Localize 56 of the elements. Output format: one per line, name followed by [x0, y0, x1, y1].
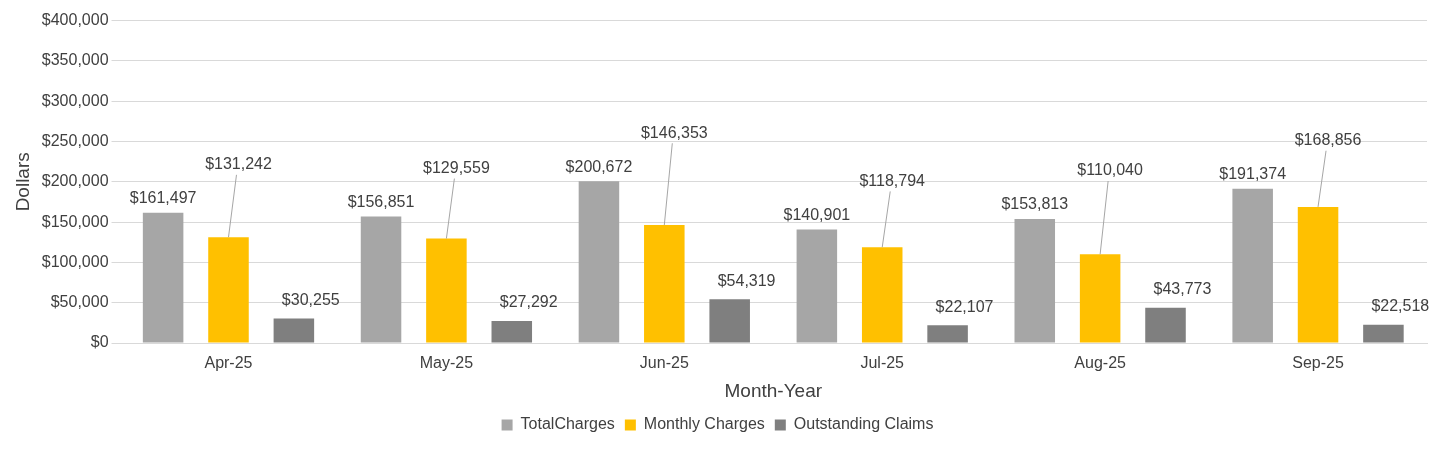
data-label: $200,672 — [565, 157, 633, 175]
bar — [1297, 206, 1339, 343]
data-label: $22,518 — [1371, 297, 1430, 315]
legend-label: Outstanding Claims — [793, 415, 934, 433]
bar — [273, 318, 315, 343]
legend-label: TotalCharges — [520, 415, 615, 433]
bar — [1232, 188, 1273, 343]
y-tick-label: $400,000 — [41, 11, 109, 29]
bar — [927, 325, 968, 343]
bar — [491, 321, 533, 343]
x-axis-title: Month-Year — [724, 379, 823, 401]
bar — [796, 229, 838, 343]
bar — [208, 237, 249, 343]
data-label: $131,242 — [205, 155, 272, 173]
data-label: $168,856 — [1294, 131, 1362, 149]
y-tick-label: $350,000 — [41, 51, 109, 69]
bar — [861, 247, 903, 343]
bar — [1079, 254, 1121, 343]
data-label: $118,794 — [859, 171, 926, 189]
data-label: $27,292 — [499, 293, 558, 311]
data-label: $153,813 — [1001, 195, 1069, 213]
bar — [578, 181, 620, 343]
legend-label: Monthly Charges — [643, 415, 765, 433]
y-tick-label: $250,000 — [41, 131, 109, 149]
bar — [1014, 219, 1056, 343]
y-axis-title: Dollars — [11, 152, 33, 212]
x-tick-label: Sep-25 — [1292, 354, 1344, 372]
x-tick-label: Jun-25 — [639, 354, 689, 372]
x-tick-label: Apr-25 — [204, 354, 253, 372]
data-label: $54,319 — [717, 271, 776, 289]
bar — [644, 225, 685, 343]
y-tick-label: $50,000 — [50, 293, 109, 311]
y-tick-label: $200,000 — [41, 172, 109, 190]
data-label: $110,040 — [1077, 161, 1144, 179]
y-tick-label: $0 — [90, 333, 109, 351]
data-label: $129,559 — [423, 158, 490, 176]
data-label: $156,851 — [347, 192, 415, 210]
x-tick-label: Jul-25 — [860, 354, 905, 372]
bar — [360, 216, 402, 343]
bar — [1145, 307, 1186, 343]
data-label: $140,901 — [783, 205, 851, 223]
data-label: $191,374 — [1219, 165, 1287, 183]
data-label: $30,255 — [281, 291, 340, 309]
x-tick-label: Aug-25 — [1074, 354, 1127, 372]
y-tick-label: $100,000 — [41, 252, 109, 270]
y-tick-label: $150,000 — [41, 212, 109, 230]
data-label: $146,353 — [640, 123, 708, 141]
data-label: $22,107 — [935, 297, 994, 315]
y-tick-label: $300,000 — [41, 91, 109, 109]
bar — [142, 212, 184, 343]
bar — [426, 238, 467, 343]
data-label: $161,497 — [129, 189, 197, 207]
bar — [1363, 324, 1404, 343]
bar — [709, 299, 750, 343]
x-tick-label: May-25 — [419, 354, 474, 372]
data-label: $43,773 — [1153, 280, 1212, 298]
